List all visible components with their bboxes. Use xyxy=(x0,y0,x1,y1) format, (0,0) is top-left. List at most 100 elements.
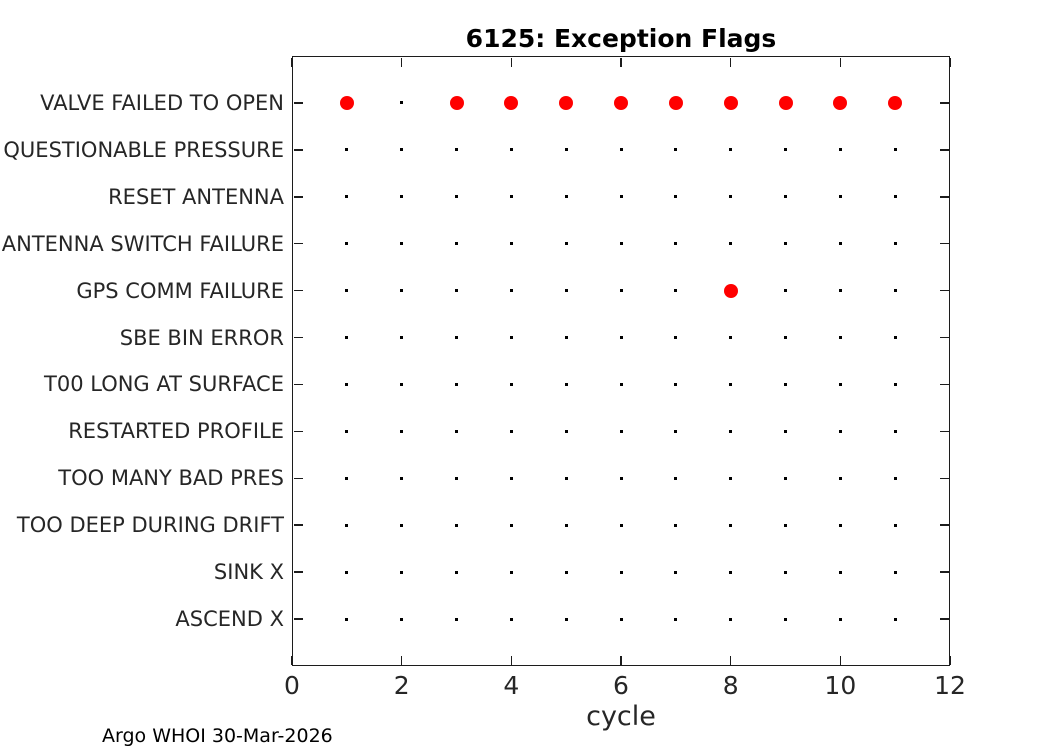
data-point-no-flag xyxy=(509,382,513,386)
y-tick-right xyxy=(939,571,949,573)
y-tick-left xyxy=(293,242,303,245)
data-point-flag-set xyxy=(888,95,903,110)
data-point-no-flag xyxy=(564,195,568,199)
data-point-no-flag xyxy=(893,476,897,480)
data-point-no-flag xyxy=(564,570,568,574)
y-axis-category-label: QUESTIONABLE PRESSURE xyxy=(3,137,284,162)
x-tick-bottom xyxy=(729,655,732,665)
data-point-no-flag xyxy=(619,336,623,340)
data-point-no-flag xyxy=(400,101,404,105)
data-point-no-flag xyxy=(455,429,458,433)
data-point-no-flag xyxy=(893,242,897,246)
data-point-no-flag xyxy=(619,382,623,386)
y-axis-category-label: ASCEND X xyxy=(175,607,284,632)
x-tick-label: 2 xyxy=(393,671,410,700)
footer-annotation: Argo WHOI 30-Mar-2026 xyxy=(102,725,333,747)
data-point-no-flag xyxy=(838,336,842,340)
x-tick-label: 10 xyxy=(824,671,857,700)
data-point-no-flag xyxy=(619,289,623,293)
y-tick-right xyxy=(939,102,949,104)
y-tick-right xyxy=(939,336,949,339)
y-axis-category-label: VALVE FAILED TO OPEN xyxy=(40,90,284,115)
x-tick-label: 6 xyxy=(613,671,629,700)
data-point-no-flag xyxy=(345,570,349,574)
data-point-no-flag xyxy=(619,429,623,433)
data-point-no-flag xyxy=(784,289,787,293)
data-point-no-flag xyxy=(345,336,349,340)
data-point-no-flag xyxy=(564,336,568,340)
x-tick-top xyxy=(400,57,403,67)
data-point-no-flag xyxy=(893,148,897,152)
data-point-no-flag xyxy=(345,242,349,246)
data-point-no-flag xyxy=(784,148,787,152)
y-axis-category-label: ANTENNA SWITCH FAILURE xyxy=(1,231,284,256)
data-point-no-flag xyxy=(455,617,458,621)
data-point-no-flag xyxy=(838,148,842,152)
data-point-no-flag xyxy=(729,476,733,480)
data-point-no-flag xyxy=(400,289,404,293)
y-tick-left xyxy=(293,196,303,198)
data-point-no-flag xyxy=(509,289,513,293)
plot-area xyxy=(292,56,950,666)
data-point-no-flag xyxy=(674,476,678,480)
data-point-no-flag xyxy=(674,382,678,386)
data-point-no-flag xyxy=(619,617,623,621)
x-tick-bottom xyxy=(839,655,842,665)
data-point-no-flag xyxy=(455,289,458,293)
data-point-no-flag xyxy=(674,195,678,199)
data-point-no-flag xyxy=(893,429,897,433)
data-point-no-flag xyxy=(345,617,349,621)
y-tick-right xyxy=(939,196,949,198)
data-point-no-flag xyxy=(674,289,678,293)
x-tick-top xyxy=(729,57,732,67)
data-point-no-flag xyxy=(509,242,513,246)
x-tick-bottom xyxy=(510,655,513,665)
data-point-no-flag xyxy=(564,429,568,433)
data-point-no-flag xyxy=(619,148,623,152)
data-point-no-flag xyxy=(619,195,623,199)
data-point-no-flag xyxy=(455,570,458,574)
data-point-no-flag xyxy=(838,195,842,199)
x-tick-label: 12 xyxy=(934,671,966,700)
data-point-no-flag xyxy=(400,242,404,246)
data-point-no-flag xyxy=(455,148,458,152)
y-tick-right xyxy=(939,618,949,620)
data-point-no-flag xyxy=(345,523,349,527)
data-point-no-flag xyxy=(564,617,568,621)
data-point-no-flag xyxy=(400,382,404,386)
data-point-no-flag xyxy=(509,523,513,527)
data-point-no-flag xyxy=(838,382,842,386)
data-point-no-flag xyxy=(564,523,568,527)
data-point-no-flag xyxy=(509,336,513,340)
data-point-no-flag xyxy=(784,617,787,621)
data-point-no-flag xyxy=(400,336,404,340)
data-point-flag-set xyxy=(723,95,738,110)
data-point-no-flag xyxy=(455,195,458,199)
x-tick-bottom xyxy=(291,655,293,665)
data-point-no-flag xyxy=(784,336,787,340)
data-point-no-flag xyxy=(619,570,623,574)
chart-title: 6125: Exception Flags xyxy=(465,24,777,53)
x-tick-top xyxy=(949,57,951,67)
data-point-flag-set xyxy=(449,95,464,110)
data-point-flag-set xyxy=(339,95,354,110)
data-point-no-flag xyxy=(674,429,678,433)
data-point-no-flag xyxy=(619,476,623,480)
data-point-no-flag xyxy=(455,382,458,386)
y-tick-left xyxy=(293,524,303,526)
y-axis-category-label: RESET ANTENNA xyxy=(108,184,284,209)
data-point-no-flag xyxy=(619,242,623,246)
data-point-no-flag xyxy=(400,429,404,433)
data-point-no-flag xyxy=(838,523,842,527)
data-point-no-flag xyxy=(674,242,678,246)
data-point-no-flag xyxy=(400,148,404,152)
data-point-flag-set xyxy=(833,95,848,110)
data-point-no-flag xyxy=(729,382,733,386)
data-point-no-flag xyxy=(564,148,568,152)
data-point-no-flag xyxy=(345,195,349,199)
y-tick-left xyxy=(293,618,303,620)
y-tick-right xyxy=(939,430,949,433)
data-point-no-flag xyxy=(564,476,568,480)
y-tick-right xyxy=(939,383,949,386)
data-point-no-flag xyxy=(838,570,842,574)
